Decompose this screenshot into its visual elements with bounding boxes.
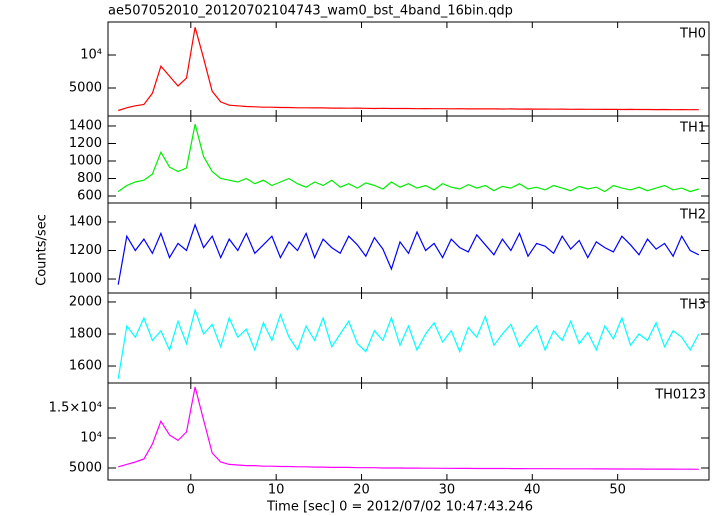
data-line: [118, 27, 699, 112]
x-tick-label: 50: [609, 483, 626, 498]
panel-frame: [107, 202, 710, 294]
y-tick-label: 1400: [69, 118, 102, 133]
y-tick-label: 10⁴: [80, 48, 102, 63]
panel-label: TH0123: [654, 388, 706, 403]
y-tick-label: 1.5×10⁴: [49, 401, 102, 416]
x-tick-label: 30: [439, 483, 456, 498]
y-tick-label: 800: [77, 171, 102, 186]
chart-title: ae507052010_20120702104743_wam0_bst_4ban…: [108, 4, 513, 19]
data-line: [117, 223, 700, 285]
y-tick-label: 2000: [69, 294, 102, 309]
data-line: [118, 386, 699, 470]
x-axis-label: Time [sec] 0 = 2012/07/02 10:47:43.246: [266, 500, 533, 515]
y-tick-label: 1000: [69, 272, 102, 287]
panel-frame: [107, 115, 710, 204]
panel-label: TH1: [679, 121, 706, 136]
y-tick-label: 1600: [69, 359, 102, 374]
panel-label: TH0: [679, 27, 706, 42]
y-tick-label: 5000: [69, 81, 102, 96]
panel-label: TH3: [679, 298, 706, 313]
y-tick-label: 600: [77, 188, 102, 203]
x-tick-label: 40: [524, 483, 541, 498]
data-line: [117, 124, 699, 193]
y-tick-label: 1000: [69, 153, 102, 168]
y-tick-label: 1200: [69, 243, 102, 258]
y-tick-label: 1400: [69, 214, 102, 229]
x-tick-label: 10: [268, 483, 285, 498]
x-tick-label: 0: [187, 483, 195, 498]
data-line: [117, 307, 700, 379]
panel-frame: [107, 21, 710, 117]
panel-frame: [107, 292, 710, 384]
y-tick-label: 1800: [69, 326, 102, 341]
x-tick-label: 20: [353, 483, 370, 498]
y-axis-label: Counts/sec: [35, 214, 50, 286]
panel-frame: [107, 382, 710, 481]
panel-label: TH2: [679, 208, 706, 223]
y-tick-label: 10⁴: [80, 431, 102, 446]
y-tick-label: 1200: [69, 136, 102, 151]
y-tick-label: 5000: [69, 461, 102, 476]
